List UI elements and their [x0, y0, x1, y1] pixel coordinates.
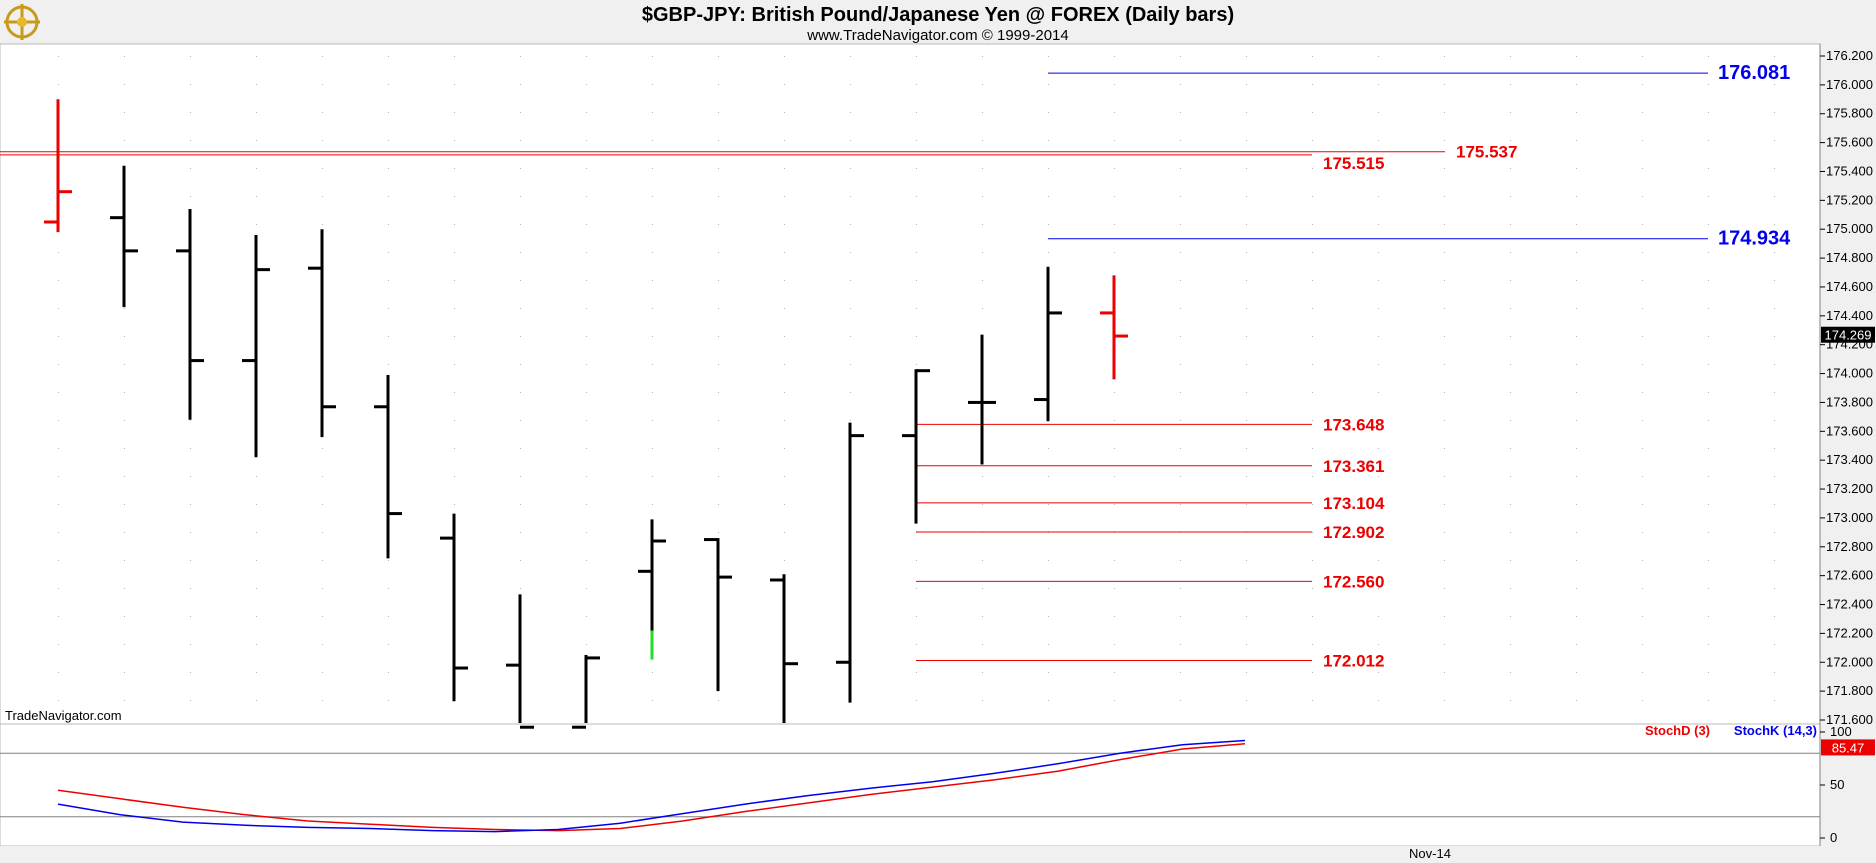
y-tick-label: 175.400	[1826, 163, 1873, 178]
ohlc-bar	[836, 422, 864, 703]
legend-stochk: StochK (14,3)	[1734, 723, 1817, 738]
y-tick-label: 172.200	[1826, 625, 1873, 640]
level-label: 173.361	[1323, 457, 1384, 476]
y-tick-label: 174.800	[1826, 250, 1873, 265]
price-pane	[0, 43, 1821, 725]
y-tick-label: 173.800	[1826, 394, 1873, 409]
stoch-last-value-marker: 85.47	[1821, 739, 1875, 756]
y-tick-label: 175.200	[1826, 192, 1873, 207]
y-tick-label: 174.600	[1826, 279, 1873, 294]
y-tick-label: 171.800	[1826, 683, 1873, 698]
title-bar-bg	[0, 0, 1876, 44]
y-tick-label: 175.000	[1826, 221, 1873, 236]
stoch-series-line	[57, 739, 1246, 833]
level-label: 173.104	[1323, 494, 1385, 513]
level-label: 174.934	[1718, 228, 1791, 250]
price-levels: 176.081 175.537 175.515 174.934 173.648 173.3…	[0, 62, 1791, 671]
y-tick-label: 176.000	[1826, 77, 1873, 92]
level-label: 175.537	[1456, 143, 1517, 162]
ohlc-bar	[770, 574, 798, 723]
y-tick-label: 172.000	[1826, 654, 1873, 669]
stochastic-pane	[0, 723, 1821, 847]
y-tick-label: 174.000	[1826, 366, 1873, 381]
level-label: 172.012	[1323, 652, 1384, 671]
y-tick-label: 173.200	[1826, 481, 1873, 496]
ohlc-bar	[374, 375, 402, 559]
stoch-last-value-label: 85.47	[1832, 740, 1865, 755]
legend-stochd: StochD (3)	[1645, 723, 1710, 738]
stochastic-lines	[0, 739, 1820, 833]
price-axis-ticks: 171.600 171.800 172.000 172.200 172.400 172.6…	[1820, 48, 1873, 727]
ohlc-bars	[44, 99, 1128, 729]
y-tick-label: 171.600	[1826, 712, 1873, 727]
x-tick-label: Nov-14	[1409, 846, 1451, 861]
ohlc-bar	[506, 594, 534, 729]
level-label: 172.902	[1323, 523, 1384, 542]
level-label: 172.560	[1323, 572, 1384, 591]
stoch-tick-label: 50	[1830, 777, 1844, 792]
ohlc-bar	[308, 229, 336, 438]
y-tick-label: 173.400	[1826, 452, 1873, 467]
y-tick-label: 175.800	[1826, 106, 1873, 121]
ohlc-bar	[902, 369, 930, 524]
stoch-series-line	[57, 742, 1246, 832]
level-label: 176.081	[1718, 62, 1790, 84]
y-tick-label: 172.600	[1826, 568, 1873, 583]
ohlc-bar	[110, 165, 138, 308]
ohlc-bar	[440, 513, 468, 702]
last-price-marker: 174.269	[1821, 326, 1875, 343]
chart-title: $GBP-JPY: British Pound/Japanese Yen @ F…	[642, 4, 1234, 26]
tradenavigator-logo-icon	[4, 4, 40, 40]
y-tick-label: 173.000	[1826, 510, 1873, 525]
level-label: 173.648	[1323, 415, 1384, 434]
ohlc-bar	[44, 99, 72, 233]
y-tick-label: 176.200	[1826, 48, 1873, 63]
stoch-tick-label: 0	[1830, 830, 1837, 845]
y-tick-label: 173.600	[1826, 423, 1873, 438]
ohlc-bar	[704, 538, 732, 692]
y-tick-label: 174.400	[1826, 308, 1873, 323]
y-tick-label: 175.600	[1826, 135, 1873, 150]
watermark-label: TradeNavigator.com	[5, 708, 122, 723]
chart-subtitle: www.TradeNavigator.com © 1999-2014	[806, 27, 1068, 44]
level-label: 175.515	[1323, 154, 1384, 173]
y-axis-area	[1820, 44, 1876, 846]
ohlc-bar	[968, 334, 996, 465]
y-tick-label: 172.800	[1826, 539, 1873, 554]
x-axis-area	[0, 846, 1876, 863]
ohlc-bar	[242, 234, 270, 458]
last-price-label: 174.269	[1825, 328, 1872, 343]
y-tick-label: 172.400	[1826, 597, 1873, 612]
ohlc-bar	[638, 519, 666, 660]
ohlc-bar	[572, 655, 600, 729]
ohlc-bar	[176, 209, 204, 420]
ohlc-bar	[1034, 266, 1062, 422]
stoch-tick-label: 100	[1830, 724, 1852, 739]
stochastic-axis-ticks: 0 50 100	[1820, 724, 1852, 845]
ohlc-bar	[1100, 275, 1128, 380]
